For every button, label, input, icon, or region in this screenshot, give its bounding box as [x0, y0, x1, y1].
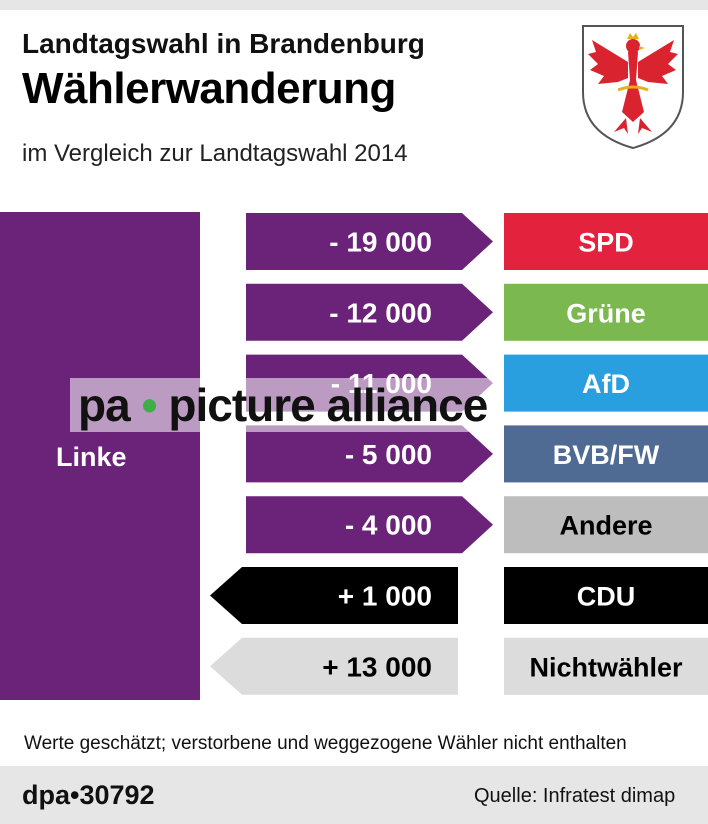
- party-box: [504, 567, 708, 624]
- party-label: AfD: [582, 369, 630, 399]
- party-label: Andere: [559, 511, 652, 541]
- party-label: SPD: [578, 228, 634, 258]
- watermark-dot: •: [141, 379, 157, 431]
- party-label: CDU: [577, 582, 636, 612]
- chart-subtitle: im Vergleich zur Landtagswahl 2014: [22, 140, 408, 167]
- brandenburg-eagle-icon: [582, 25, 684, 150]
- source-label: Quelle: Infratest dimap: [474, 785, 676, 807]
- value-label: + 13 000: [322, 651, 432, 682]
- flow-arrow: [246, 213, 493, 270]
- party-box: [504, 283, 708, 341]
- value-label: - 5 000: [345, 439, 432, 470]
- base-party-label: Linke: [56, 442, 127, 472]
- agency-id: dpa•30792: [22, 780, 155, 810]
- linke-block: [0, 212, 200, 700]
- flow-arrow: [246, 425, 493, 483]
- value-label: - 12 000: [329, 297, 432, 328]
- watermark-left: pa: [78, 379, 131, 431]
- value-label: - 4 000: [345, 510, 432, 541]
- chart-title: Wählerwanderung: [22, 64, 396, 113]
- party-label: BVB/FW: [553, 440, 660, 470]
- party-box: [504, 637, 708, 695]
- party-box: [504, 354, 708, 412]
- flow-arrow: [210, 637, 458, 695]
- value-label: - 19 000: [329, 227, 432, 258]
- party-label: Nichtwähler: [529, 652, 683, 682]
- flow-arrow: [246, 283, 493, 341]
- party-box: [504, 213, 708, 270]
- party-box: [504, 425, 708, 483]
- watermark-right: picture alliance: [168, 379, 488, 431]
- footnote: Werte geschätzt; verstorbene und weggezo…: [24, 733, 627, 754]
- flow-arrow: [210, 567, 458, 624]
- value-label: + 1 000: [338, 581, 432, 612]
- chart-title-line1: Landtagswahl in Brandenburg: [22, 28, 425, 59]
- party-label: Grüne: [566, 298, 646, 328]
- footer-bar: [0, 766, 708, 824]
- top-bar: [0, 0, 708, 10]
- party-box: [504, 496, 708, 554]
- watermark: pa • picture alliance: [70, 378, 496, 432]
- flow-arrow: [246, 496, 493, 554]
